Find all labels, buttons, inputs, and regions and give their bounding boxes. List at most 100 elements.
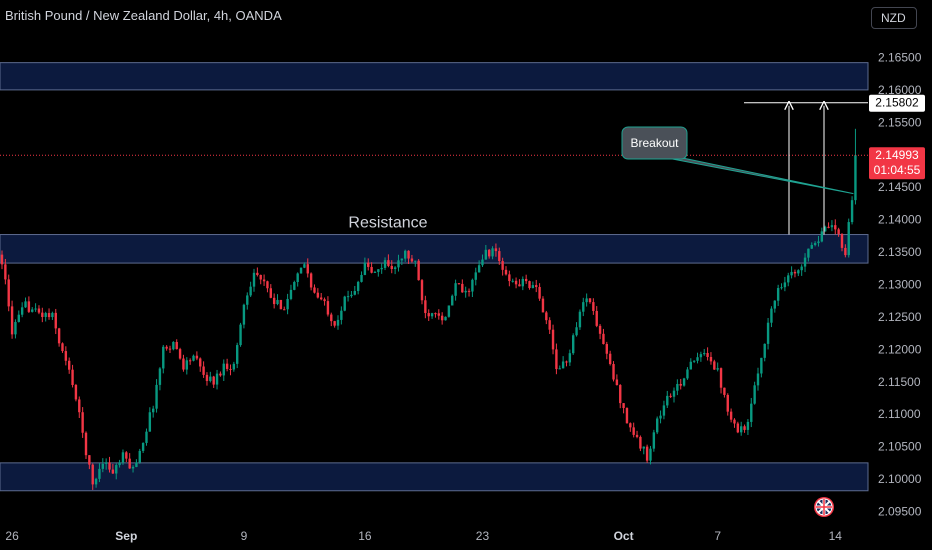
candle xyxy=(397,254,400,272)
resistance-zone xyxy=(0,234,869,264)
price-tick-label: 2.10000 xyxy=(878,472,922,486)
candle xyxy=(632,422,635,438)
candle xyxy=(682,377,686,387)
candle xyxy=(303,262,306,269)
candle xyxy=(108,456,111,473)
candle xyxy=(592,298,595,315)
candle xyxy=(797,269,800,277)
candle xyxy=(561,356,565,369)
candle xyxy=(141,442,145,453)
candle xyxy=(639,435,642,452)
candle xyxy=(666,390,669,409)
candle xyxy=(81,407,84,438)
candle xyxy=(209,371,212,383)
candle xyxy=(783,276,787,292)
candle xyxy=(696,352,699,364)
price-tick-label: 2.14500 xyxy=(878,180,922,194)
candle xyxy=(746,419,750,435)
target-price-label: 2.15802 xyxy=(875,96,919,110)
candle xyxy=(615,374,619,386)
candle xyxy=(323,297,326,306)
candle xyxy=(225,358,229,372)
candle xyxy=(256,267,259,277)
candle xyxy=(521,276,524,291)
candle xyxy=(94,477,98,488)
price-tick-label: 2.12000 xyxy=(878,342,922,356)
candle xyxy=(827,222,830,229)
candle xyxy=(511,278,514,283)
candle xyxy=(692,360,696,363)
breakout-callout[interactable]: Breakout xyxy=(621,126,854,195)
candle xyxy=(172,341,175,351)
candle xyxy=(410,254,414,263)
price-tick-label: 2.13000 xyxy=(878,277,922,291)
candle xyxy=(679,378,682,390)
candle xyxy=(787,272,790,287)
candle xyxy=(713,359,716,370)
candle xyxy=(393,266,397,275)
date-axis[interactable]: 26 Sep 9 16 23 Oct 7 14 xyxy=(5,529,842,543)
candle xyxy=(145,428,148,446)
resistance-label: Resistance xyxy=(348,215,427,232)
candle xyxy=(289,284,293,301)
candle xyxy=(625,407,629,424)
candle xyxy=(155,379,158,413)
candle xyxy=(346,290,350,302)
candle xyxy=(444,316,447,321)
candle xyxy=(199,357,202,372)
candle xyxy=(588,297,592,304)
currency-button[interactable]: NZD xyxy=(871,7,917,29)
candle xyxy=(810,242,813,250)
candle xyxy=(662,400,666,420)
candle xyxy=(360,271,363,283)
candle xyxy=(531,281,535,289)
candle xyxy=(776,284,780,307)
candle xyxy=(619,384,622,409)
uk-flag-icon[interactable] xyxy=(814,497,834,517)
candle xyxy=(572,333,575,355)
date-tick-label: 9 xyxy=(241,529,248,543)
candle xyxy=(635,430,639,439)
candle xyxy=(138,448,141,464)
price-tick-label: 2.11000 xyxy=(878,407,921,421)
candle xyxy=(790,266,793,279)
candle xyxy=(236,342,239,369)
candle xyxy=(215,369,219,390)
candle xyxy=(491,246,494,260)
candle xyxy=(242,303,246,329)
candle xyxy=(756,367,760,391)
candle xyxy=(484,244,488,260)
candle xyxy=(232,361,236,372)
candle xyxy=(91,463,94,490)
candle xyxy=(669,393,672,398)
candle xyxy=(246,292,249,310)
candle xyxy=(494,243,498,257)
candle xyxy=(770,306,773,328)
candle xyxy=(135,459,138,468)
candle xyxy=(850,196,854,225)
candle xyxy=(558,365,561,370)
candle xyxy=(51,311,54,320)
candle xyxy=(158,367,162,391)
price-tick-label: 2.16500 xyxy=(878,50,922,64)
date-tick-label: 26 xyxy=(5,529,19,543)
candle xyxy=(477,260,481,273)
candle xyxy=(437,309,440,320)
candle xyxy=(309,272,313,291)
candle xyxy=(101,458,104,473)
price-axis[interactable]: 2.16500 2.16000 2.15500 2.14500 2.14000 2.135… xyxy=(878,50,922,518)
candle xyxy=(824,225,827,232)
candle xyxy=(575,322,578,337)
candle xyxy=(115,463,118,480)
candle xyxy=(192,354,195,362)
candle xyxy=(440,312,444,325)
candle xyxy=(88,455,91,470)
candle xyxy=(363,257,367,276)
candle xyxy=(420,278,424,305)
annotation-layer: Resistance Breakout xyxy=(0,103,868,235)
candle xyxy=(104,458,108,470)
support-zone xyxy=(0,462,869,492)
candle xyxy=(276,294,279,306)
price-tick-label: 2.10500 xyxy=(878,440,922,454)
